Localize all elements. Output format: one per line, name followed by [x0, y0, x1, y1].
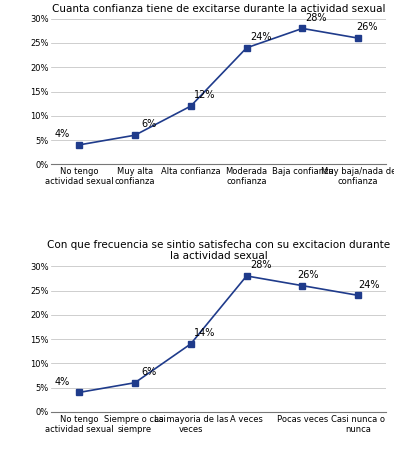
Title: Con que frecuencia se sintio satisfecha con su excitacion durante
la actividad s: Con que frecuencia se sintio satisfecha …	[47, 240, 390, 261]
Text: 26%: 26%	[356, 22, 377, 32]
Text: 4%: 4%	[55, 129, 70, 139]
Text: 4%: 4%	[55, 377, 70, 387]
Title: Cuanta confianza tiene de excitarse durante la actividad sexual: Cuanta confianza tiene de excitarse dura…	[52, 4, 385, 14]
Text: 14%: 14%	[194, 328, 216, 338]
Text: 6%: 6%	[141, 367, 156, 377]
Text: 28%: 28%	[250, 260, 271, 270]
Text: 12%: 12%	[194, 90, 216, 100]
Text: 24%: 24%	[359, 279, 380, 290]
Text: 6%: 6%	[141, 119, 156, 129]
Text: 26%: 26%	[297, 270, 319, 280]
Text: 24%: 24%	[250, 32, 271, 42]
Text: 28%: 28%	[306, 13, 327, 22]
